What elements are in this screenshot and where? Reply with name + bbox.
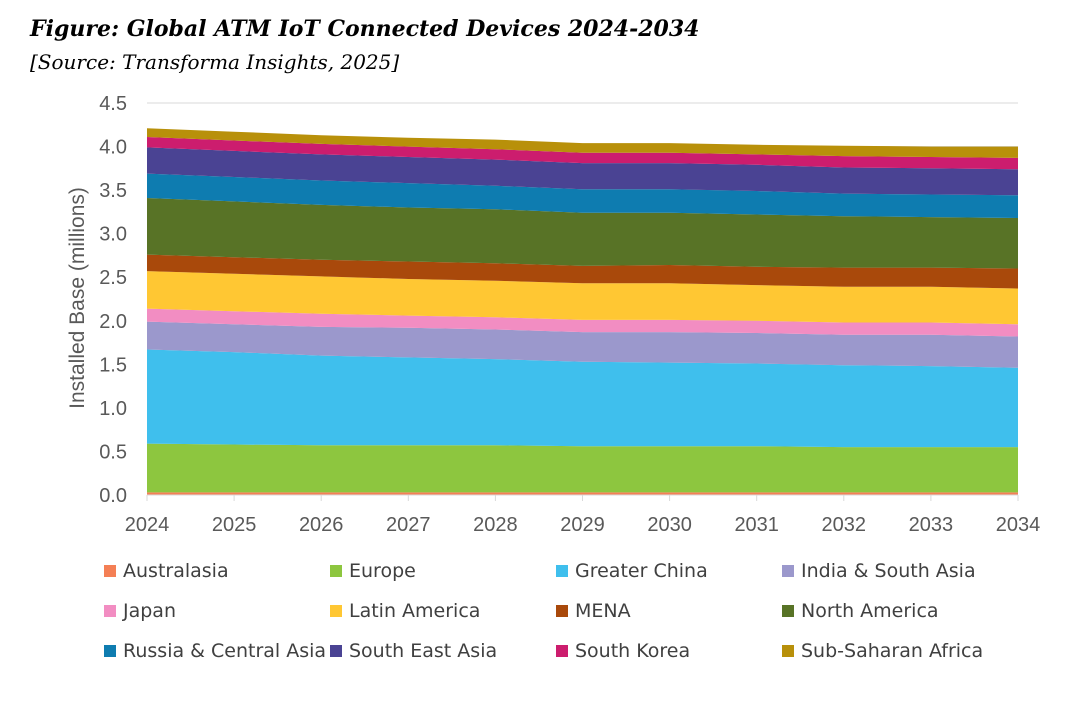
area-india-south-asia: [147, 321, 1018, 368]
x-tick-label: 2026: [299, 514, 344, 536]
y-tick-label: 4.5: [99, 93, 127, 115]
x-tick-label: 2025: [212, 514, 257, 536]
area-mena: [147, 254, 1018, 289]
x-tick-label: 2032: [822, 514, 867, 536]
chart-source: [Source: Transforma Insights, 2025]: [30, 50, 400, 74]
x-tick-label: 2024: [125, 514, 170, 536]
x-tick-label: 2030: [647, 514, 692, 536]
y-axis-label: Installed Base (millions): [66, 187, 89, 409]
area-series: [147, 128, 1018, 495]
y-tick-label: 0.0: [99, 485, 127, 507]
area-sub-saharan-africa: [147, 128, 1018, 158]
x-tick-label: 2031: [734, 514, 779, 536]
x-tick-label: 2033: [909, 514, 954, 536]
area-russia-central-asia: [147, 173, 1018, 218]
y-tick-label: 3.0: [99, 224, 127, 246]
y-tick-label: 0.5: [99, 441, 127, 463]
chart-title: Figure: Global ATM IoT Connected Devices…: [30, 16, 700, 42]
y-tick-label: 4.0: [99, 137, 127, 159]
area-latin-america: [147, 271, 1018, 325]
area-europe: [147, 443, 1018, 493]
y-tick-label: 1.5: [99, 354, 127, 376]
area-australasia: [147, 492, 1018, 495]
x-tick-label: 2027: [386, 514, 431, 536]
axes: 0.0 0.5 1.0 1.5 2.0 2.5 3.0 3.5 4.0 4.5 2024 2025 20…: [99, 93, 1040, 536]
x-tick-label: 2029: [560, 514, 605, 536]
area-south-korea: [147, 137, 1018, 170]
x-tick-label: 2028: [473, 514, 518, 536]
y-tick-label: 2.5: [99, 267, 127, 289]
area-greater-china: [147, 349, 1018, 448]
y-tick-label: 3.5: [99, 180, 127, 202]
y-tick-label: 1.0: [99, 398, 127, 420]
area-north-america: [147, 198, 1018, 269]
x-tick-label: 2034: [996, 514, 1041, 536]
area-south-east-asia: [147, 147, 1018, 196]
y-tick-label: 2.0: [99, 311, 127, 333]
area-japan: [147, 308, 1018, 337]
